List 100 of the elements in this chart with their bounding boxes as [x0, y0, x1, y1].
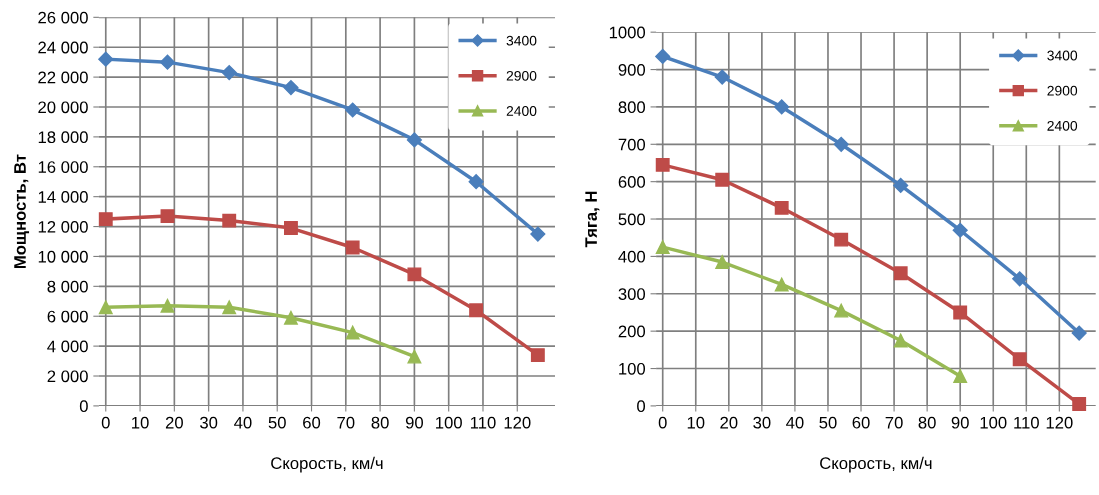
legend-label: 2400: [506, 106, 537, 116]
point: [221, 65, 237, 81]
y-tick-label: 500: [618, 213, 646, 226]
x-tick-label: 20: [720, 416, 738, 429]
y-tick-label: 26 000: [38, 11, 88, 24]
x-tick-label: 30: [200, 416, 218, 429]
point: [714, 69, 730, 85]
legend-label: 2900: [1047, 85, 1078, 96]
x-tick-label: 100: [436, 416, 462, 429]
point: [774, 200, 789, 215]
point: [159, 54, 176, 70]
point: [1012, 352, 1027, 367]
point: [530, 226, 546, 242]
point: [1072, 397, 1087, 411]
y-tick-label: 800: [618, 101, 646, 114]
x-tick-label: 80: [918, 416, 936, 429]
y-tick-label: 20 000: [38, 101, 88, 114]
point: [222, 300, 237, 315]
x-axis-title: Скорость, км/ч: [820, 456, 932, 473]
x-tick-label: 10: [132, 416, 149, 429]
point: [655, 48, 671, 65]
y-tick-label: 400: [618, 250, 646, 263]
x-tick-label: 50: [268, 416, 286, 429]
point: [345, 325, 360, 340]
y-tick-label: 18 000: [38, 131, 88, 144]
y-tick-label: 200: [618, 325, 646, 338]
y-tick-label: 12 000: [38, 220, 88, 233]
y-axis-title: Тяга, Н: [585, 191, 600, 248]
point: [284, 221, 298, 235]
y-tick-label: 600: [618, 176, 646, 188]
point: [953, 305, 968, 320]
point: [98, 51, 114, 67]
point: [715, 255, 730, 269]
point: [222, 213, 237, 228]
x-tick-label: 40: [786, 416, 804, 429]
x-tick-label: 80: [371, 416, 389, 429]
y-tick-label: 0: [637, 400, 646, 413]
x-tick-label: 0: [101, 416, 110, 429]
point: [98, 212, 113, 227]
point: [834, 232, 849, 247]
point: [1071, 325, 1087, 341]
y-tick-label: 100: [619, 362, 646, 375]
point: [893, 177, 909, 193]
point: [406, 132, 422, 148]
y-tick-label: 24 000: [38, 41, 88, 54]
point: [98, 300, 113, 315]
point: [283, 79, 299, 96]
y-tick-label: 700: [618, 138, 646, 151]
point: [953, 369, 968, 383]
y-tick-label: 10 000: [38, 250, 88, 263]
point: [1012, 271, 1028, 287]
x-tick-label: 90: [405, 416, 424, 429]
x-tick-label: 20: [165, 416, 183, 429]
x-tick-label: 60: [303, 416, 321, 429]
legend-label: 3400: [506, 35, 537, 46]
point: [284, 310, 298, 325]
point: [407, 267, 422, 282]
x-tick-label: 50: [819, 416, 837, 429]
x-tick-label: 120: [504, 416, 531, 429]
point: [893, 266, 908, 281]
x-tick-label: 30: [753, 416, 771, 429]
point: [345, 240, 360, 255]
point: [468, 174, 484, 190]
y-tick-label: 2 000: [47, 370, 88, 383]
x-tick-label: 110: [1014, 416, 1039, 429]
point: [893, 333, 908, 348]
x-tick-label: 0: [658, 416, 667, 429]
y-axis-title: Мощность, Вт: [14, 154, 30, 269]
point: [834, 303, 849, 318]
x-tick-label: 70: [337, 416, 355, 429]
point: [952, 222, 968, 238]
x-axis-title: Скорость, км/ч: [271, 456, 383, 473]
point: [160, 298, 175, 313]
y-tick-label: 8 000: [47, 280, 88, 293]
point: [655, 240, 670, 255]
y-tick-label: 6 000: [47, 310, 88, 323]
x-tick-label: 90: [951, 416, 969, 429]
x-tick-label: 100: [980, 416, 1007, 429]
point: [774, 277, 789, 292]
y-tick-label: 1000: [609, 26, 646, 39]
y-tick-label: 900: [618, 63, 646, 76]
point: [774, 99, 790, 115]
point: [469, 303, 484, 318]
legend-label: 3400: [1047, 50, 1078, 61]
y-tick-label: 0: [79, 400, 88, 413]
x-tick-label: 10: [687, 416, 705, 429]
point: [715, 172, 730, 187]
point: [530, 348, 545, 363]
x-tick-label: 120: [1046, 416, 1073, 429]
legend-label: 2400: [1047, 120, 1078, 131]
y-tick-label: 300: [618, 288, 646, 300]
y-tick-label: 16 000: [38, 161, 88, 173]
y-tick-label: 14 000: [38, 191, 88, 203]
x-tick-label: 60: [852, 416, 870, 429]
x-tick-label: 70: [885, 416, 903, 429]
point: [833, 136, 849, 152]
y-tick-label: 4 000: [47, 340, 88, 353]
x-tick-label: 40: [234, 416, 252, 429]
point: [407, 349, 422, 364]
point: [160, 209, 175, 224]
